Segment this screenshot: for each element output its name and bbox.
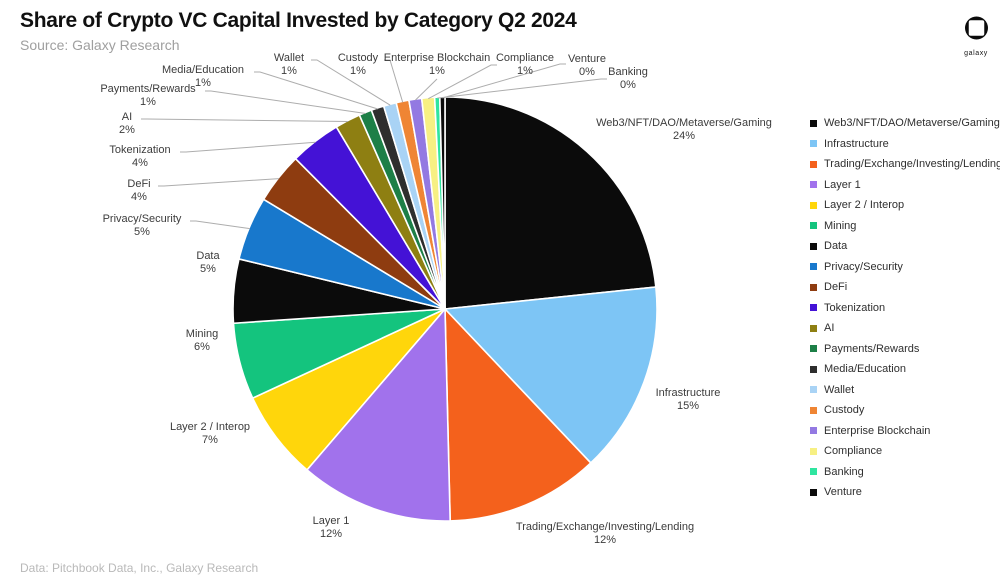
legend-swatch-icon: [810, 283, 817, 291]
legend-swatch-icon: [810, 427, 817, 435]
leader-line-tokenization: [180, 141, 316, 153]
legend-item-mining: Mining: [810, 216, 1000, 237]
legend-swatch-icon: [810, 304, 817, 312]
legend-item-layer-2-interop: Layer 2 / Interop: [810, 195, 1000, 216]
pie-slice-layer-1: [306, 308, 451, 522]
pie-slice-trading-exchange-investing-lending: [444, 308, 592, 522]
legend-label: Layer 2 / Interop: [824, 199, 905, 212]
legend-swatch-icon: [810, 386, 817, 394]
legend-item-enterprise-blockchain: Enterprise Blockchain: [810, 421, 1000, 442]
legend-item-web3-nft-dao-metaverse-gaming: Web3/NFT/DAO/Metaverse/Gaming: [810, 113, 1000, 134]
chart-source: Source: Galaxy Research: [20, 37, 180, 53]
legend-item-privacy-security: Privacy/Security: [810, 257, 1000, 278]
legend-label: Infrastructure: [824, 137, 889, 150]
legend-swatch-icon: [810, 406, 817, 414]
legend-item-banking: Banking: [810, 462, 1000, 483]
legend-label: Payments/Rewards: [824, 342, 920, 355]
legend-item-payments-rewards: Payments/Rewards: [810, 339, 1000, 360]
legend-label: Custody: [824, 404, 865, 417]
galaxy-logo-text: galaxy: [964, 50, 988, 57]
legend-swatch-icon: [810, 488, 817, 496]
leader-line-enterprise-blockchain: [415, 78, 438, 101]
legend-label: AI: [824, 322, 835, 335]
leader-line-defi: [158, 178, 280, 187]
legend-item-media-education: Media/Education: [810, 359, 1000, 380]
legend-swatch-icon: [810, 119, 817, 127]
legend-label: Media/Education: [824, 363, 906, 376]
legend-swatch-icon: [810, 324, 817, 332]
leader-line-wallet: [311, 59, 391, 106]
legend-item-custody: Custody: [810, 400, 1000, 421]
leader-line-compliance: [428, 64, 497, 100]
legend-item-infrastructure: Infrastructure: [810, 134, 1000, 155]
legend-label: Privacy/Security: [824, 260, 903, 273]
legend: Web3/NFT/DAO/Metaverse/Gaming Infrastruct…: [810, 113, 1000, 503]
legend-label: Venture: [824, 486, 862, 499]
legend-swatch-icon: [810, 160, 817, 168]
legend-label: Tokenization: [824, 301, 886, 314]
legend-label: Wallet: [824, 383, 855, 396]
legend-label: DeFi: [824, 281, 848, 294]
legend-item-compliance: Compliance: [810, 441, 1000, 462]
legend-label: Compliance: [824, 445, 883, 458]
pie-slice-infrastructure: [444, 286, 658, 464]
legend-swatch-icon: [810, 447, 817, 455]
legend-swatch-icon: [810, 181, 817, 189]
legend-item-trading-exchange-investing-lending: Trading/Exchange/Investing/Lending: [810, 154, 1000, 175]
legend-swatch-icon: [810, 242, 817, 250]
leader-line-banking: [437, 78, 607, 99]
legend-swatch-icon: [810, 345, 817, 353]
galaxy-logo-icon: [964, 16, 988, 40]
legend-swatch-icon: [810, 140, 817, 148]
legend-label: Trading/Exchange/Investing/Lending: [824, 158, 1000, 171]
legend-swatch-icon: [810, 222, 817, 230]
leader-line-privacy-security: [190, 220, 250, 230]
legend-swatch-icon: [810, 263, 817, 271]
legend-label: Banking: [824, 465, 864, 478]
legend-item-tokenization: Tokenization: [810, 298, 1000, 319]
leader-line-ai: [141, 118, 349, 122]
leader-line-payments-rewards: [205, 90, 366, 114]
legend-label: Layer 1: [824, 178, 861, 191]
galaxy-logo: galaxy: [953, 16, 999, 57]
chart-title: Share of Crypto VC Capital Invested by C…: [20, 9, 577, 32]
legend-swatch-icon: [810, 365, 817, 373]
legend-swatch-icon: [810, 201, 817, 209]
data-credit: Data: Pitchbook Data, Inc., Galaxy Resea…: [20, 561, 259, 575]
legend-item-data: Data: [810, 236, 1000, 257]
leader-line-media-education: [254, 71, 378, 110]
legend-label: Web3/NFT/DAO/Metaverse/Gaming: [824, 117, 1000, 130]
legend-label: Data: [824, 240, 848, 253]
legend-swatch-icon: [810, 468, 817, 476]
legend-item-ai: AI: [810, 318, 1000, 339]
legend-item-layer-1: Layer 1: [810, 175, 1000, 196]
leader-line-custody: [384, 59, 404, 103]
legend-item-wallet: Wallet: [810, 380, 1000, 401]
legend-item-venture: Venture: [810, 482, 1000, 503]
legend-label: Enterprise Blockchain: [824, 424, 931, 437]
pie-slice-web3-nft-dao-metaverse-gaming: [444, 96, 657, 310]
legend-label: Mining: [824, 219, 857, 232]
legend-item-defi: DeFi: [810, 277, 1000, 298]
leader-line-venture: [442, 63, 566, 99]
